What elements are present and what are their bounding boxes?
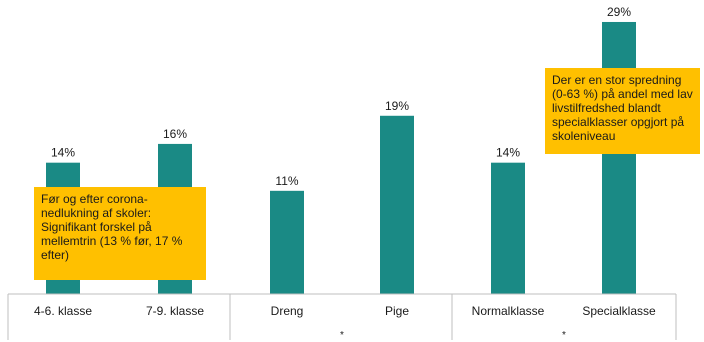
value-label: 29%	[607, 5, 631, 19]
category-label: 4-6. klasse	[34, 304, 92, 318]
value-label: 16%	[163, 127, 187, 141]
bar	[270, 190, 304, 294]
value-label: 14%	[51, 146, 75, 160]
significance-marker: *	[340, 330, 344, 341]
category-label: Pige	[385, 304, 409, 318]
value-label: 19%	[385, 99, 409, 113]
callout-special-class-spread: Der er en stor spredning (0-63 %) på and…	[545, 68, 700, 154]
significance-marker: *	[562, 330, 566, 341]
callout-before-after-corona: Før og efter corona-nedlukning af skoler…	[34, 187, 206, 280]
value-label: 14%	[496, 146, 520, 160]
category-label: Normalklasse	[472, 304, 545, 318]
bar	[602, 21, 636, 294]
bar	[380, 115, 414, 294]
category-label: Specialklasse	[582, 304, 656, 318]
category-label: 7-9. klasse	[146, 304, 204, 318]
bar	[491, 162, 525, 294]
category-axis: 4-6. klasse 7-9. klasse Dreng Pige Normalkla…	[7, 293, 677, 341]
value-label: 11%	[275, 174, 298, 188]
category-label: Dreng	[271, 304, 304, 318]
